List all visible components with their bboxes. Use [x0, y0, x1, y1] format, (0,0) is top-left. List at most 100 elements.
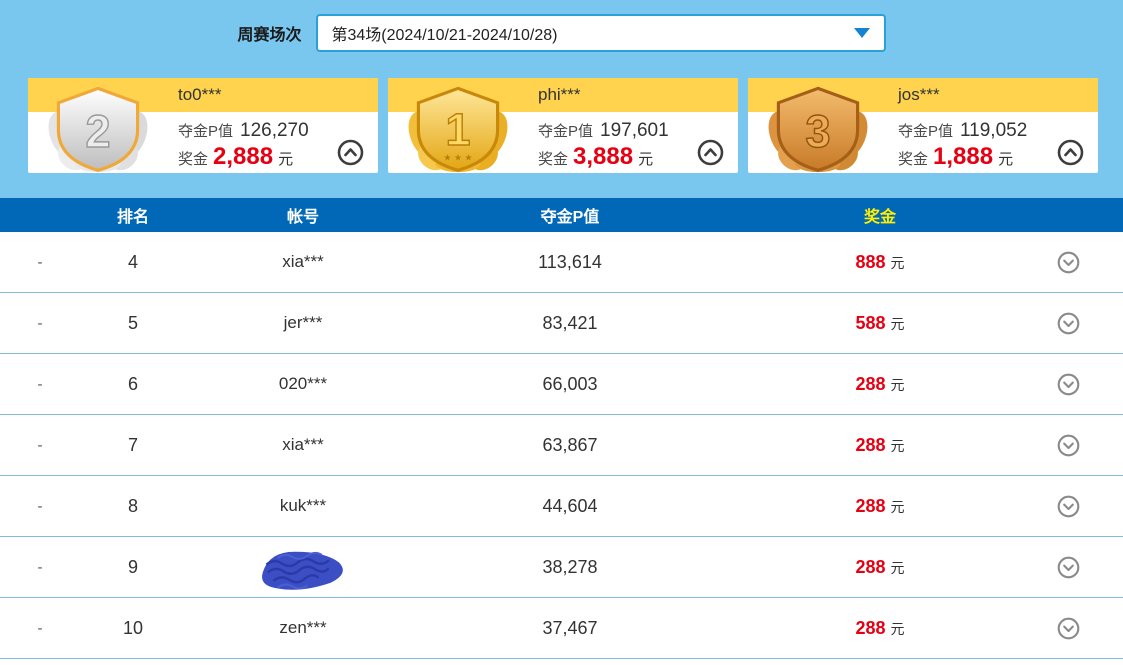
podium-card-rank-2: 2 to0*** 夺金P值 126,270 奖金 2,888 元	[28, 78, 378, 173]
rank-2-silver-badge-icon: 2	[48, 86, 148, 173]
svg-text:2: 2	[85, 106, 110, 157]
card-account: jos***	[898, 85, 940, 104]
svg-text:1: 1	[445, 104, 470, 155]
card-p-value: 126,270	[240, 120, 309, 141]
row-account: xia***	[282, 252, 324, 271]
row-prize: 588 元	[720, 313, 1040, 334]
card-prize-label: 奖金	[178, 151, 209, 168]
table-body: - 4 xia*** 113,614 888 元	[0, 232, 1123, 659]
card-p-label: 夺金P值	[178, 123, 234, 140]
row-p-value: 38,278	[542, 556, 598, 577]
row-p-value: 83,421	[542, 312, 598, 333]
card-p-value: 197,601	[600, 120, 669, 141]
session-select[interactable]: 第34场(2024/10/21-2024/10/28)	[315, 14, 886, 52]
row-p-value: 37,467	[542, 617, 598, 638]
row-account: kuk***	[279, 496, 327, 515]
card-prize-unit: 元	[278, 151, 294, 168]
row-prize-unit: 元	[890, 437, 905, 454]
podium-cards: 2 to0*** 夺金P值 126,270 奖金 2,888 元	[28, 78, 1098, 173]
row-prize-amount: 288	[855, 556, 886, 577]
row-dash: -	[37, 436, 43, 454]
chevron-down-circle-icon[interactable]	[1057, 617, 1080, 640]
card-prize-unit: 元	[638, 151, 654, 168]
chevron-up-circle-icon[interactable]	[1057, 139, 1084, 166]
row-prize: 288 元	[720, 435, 1040, 456]
row-prize-amount: 288	[855, 495, 886, 516]
row-p-value: 66,003	[542, 373, 598, 394]
row-prize-unit: 元	[890, 376, 905, 393]
row-prize-unit: 元	[890, 254, 905, 271]
row-prize: 288 元	[720, 557, 1040, 578]
session-filter-label: 周赛场次	[237, 27, 302, 44]
row-prize-amount: 888	[855, 251, 886, 272]
header-rank: 排名	[116, 209, 149, 226]
row-rank: 7	[127, 434, 138, 455]
row-prize-unit: 元	[890, 498, 905, 515]
row-dash: -	[37, 375, 43, 393]
row-account: jer***	[283, 313, 323, 332]
chevron-up-circle-icon[interactable]	[337, 139, 364, 166]
table-row: - 10 zen*** 37,467 288 元	[0, 598, 1123, 659]
row-prize-unit: 元	[890, 315, 905, 332]
header-prize: 奖金	[863, 209, 896, 226]
card-prize-amount: 2,888	[213, 143, 274, 170]
podium-card-rank-3: 3 jos*** 夺金P值 119,052 奖金 1,888 元	[748, 78, 1098, 173]
svg-text:★ ★ ★: ★ ★ ★	[443, 152, 472, 162]
row-dash: -	[37, 558, 43, 576]
chevron-down-circle-icon[interactable]	[1057, 434, 1080, 457]
row-prize-amount: 288	[855, 373, 886, 394]
chevron-down-circle-icon[interactable]	[1057, 312, 1080, 335]
caret-down-icon	[853, 28, 870, 38]
header-account: 帐号	[286, 209, 319, 226]
podium-card-rank-1: 1 ★ ★ ★ phi*** 夺金P值 197,601 奖金 3,888 元	[388, 78, 738, 173]
card-prize-label: 奖金	[898, 151, 929, 168]
row-prize-amount: 288	[855, 434, 886, 455]
row-rank: 5	[127, 312, 138, 333]
row-p-value: 63,867	[542, 434, 598, 455]
row-rank: 9	[127, 556, 138, 577]
chevron-down-circle-icon[interactable]	[1057, 556, 1080, 579]
row-account: 020***	[278, 374, 328, 393]
table-row: - 4 xia*** 113,614 888 元	[0, 232, 1123, 293]
table-row: - 6 020*** 66,003 288 元	[0, 354, 1123, 415]
card-info: jos*** 夺金P值 119,052 奖金 1,888 元	[898, 78, 1027, 169]
card-prize-amount: 1,888	[933, 143, 994, 170]
row-rank: 10	[122, 617, 144, 638]
chevron-down-circle-icon[interactable]	[1057, 251, 1080, 274]
card-info: phi*** 夺金P值 197,601 奖金 3,888 元	[538, 78, 669, 169]
header-p-value: 夺金P值	[540, 209, 600, 226]
rank-3-bronze-badge-icon: 3	[768, 86, 868, 173]
row-dash: -	[37, 619, 43, 637]
row-prize-unit: 元	[890, 620, 905, 637]
row-rank: 6	[127, 373, 138, 394]
row-dash: -	[37, 314, 43, 332]
row-prize: 288 元	[720, 496, 1040, 517]
session-select-value: 第34场(2024/10/21-2024/10/28)	[331, 27, 558, 44]
chevron-down-circle-icon[interactable]	[1057, 373, 1080, 396]
chevron-up-circle-icon[interactable]	[697, 139, 724, 166]
table-header: 排名 帐号 夺金P值 奖金	[0, 198, 1123, 232]
card-prize-amount: 3,888	[573, 143, 634, 170]
row-prize: 288 元	[720, 374, 1040, 395]
card-prize-label: 奖金	[538, 151, 569, 168]
row-account: xia***	[282, 435, 324, 454]
row-prize-amount: 588	[855, 312, 886, 333]
chevron-down-circle-icon[interactable]	[1057, 495, 1080, 518]
row-rank: 8	[127, 495, 138, 516]
row-prize: 888 元	[720, 252, 1040, 273]
row-p-value: 113,614	[538, 251, 602, 272]
row-rank: 4	[127, 251, 138, 272]
card-account: to0***	[178, 85, 222, 104]
card-p-label: 夺金P值	[898, 123, 954, 140]
top-section: 周赛场次 第34场(2024/10/21-2024/10/28)	[0, 0, 1123, 198]
card-p-label: 夺金P值	[538, 123, 594, 140]
card-account: phi***	[538, 85, 581, 104]
row-prize-amount: 288	[855, 617, 886, 638]
row-prize: 288 元	[720, 618, 1040, 639]
rank-1-gold-badge-icon: 1 ★ ★ ★	[408, 86, 508, 173]
svg-text:3: 3	[805, 106, 830, 157]
row-dash: -	[37, 253, 43, 271]
session-filter: 周赛场次 第34场(2024/10/21-2024/10/28)	[0, 14, 1123, 52]
blue-ink-scribble-redaction	[262, 551, 343, 590]
